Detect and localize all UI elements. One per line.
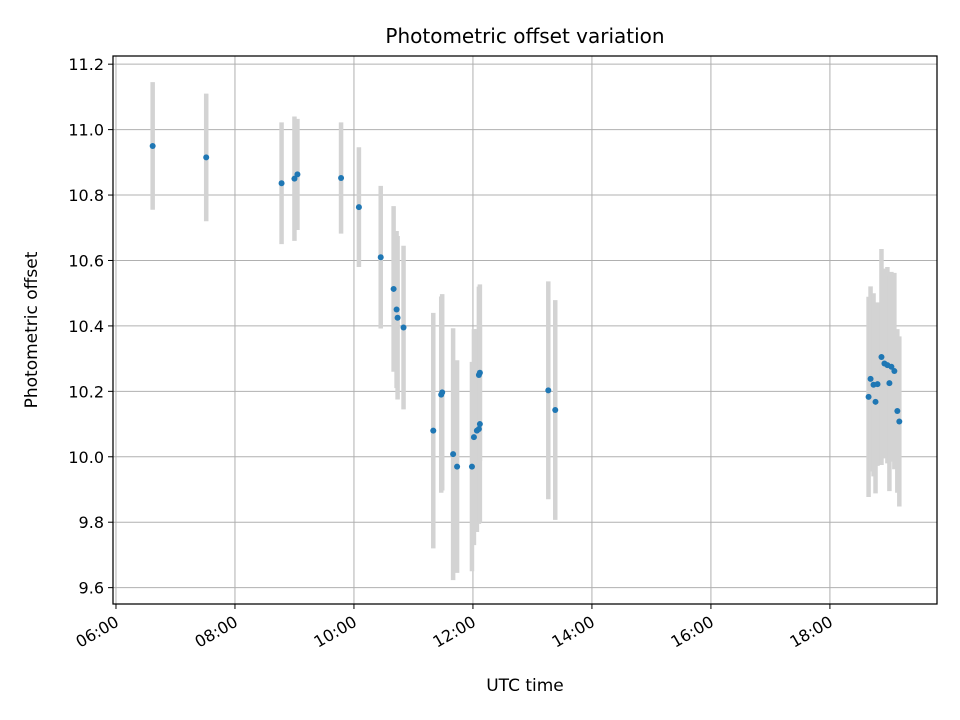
data-point xyxy=(377,254,384,261)
data-point xyxy=(454,463,461,470)
data-point xyxy=(278,180,285,187)
data-point xyxy=(439,389,446,396)
data-point xyxy=(878,353,885,360)
data-point xyxy=(470,434,477,441)
data-point xyxy=(872,398,879,405)
data-point xyxy=(430,427,437,434)
y-tick-label: 9.6 xyxy=(79,579,104,598)
y-tick-label: 10.6 xyxy=(68,251,104,270)
data-point xyxy=(393,306,400,313)
data-point xyxy=(896,418,903,425)
data-point xyxy=(400,324,407,331)
data-point xyxy=(338,175,345,182)
data-point xyxy=(390,285,397,292)
y-tick-label: 10.8 xyxy=(68,186,104,205)
data-point xyxy=(886,380,893,387)
data-point xyxy=(468,463,475,470)
y-tick-label: 10.2 xyxy=(68,382,104,401)
data-point xyxy=(294,171,301,178)
chart-title: Photometric offset variation xyxy=(385,24,664,48)
data-point xyxy=(552,406,559,413)
y-tick-label: 11.2 xyxy=(68,55,104,74)
data-point xyxy=(394,314,401,321)
data-point xyxy=(149,142,156,149)
data-point xyxy=(867,375,874,382)
data-point xyxy=(291,175,298,182)
grid xyxy=(113,56,937,604)
plot-frame xyxy=(112,55,938,605)
y-axis-title: Photometric offset xyxy=(22,251,42,408)
x-axis-title: UTC time xyxy=(486,676,564,696)
data-point xyxy=(891,368,898,375)
data-point xyxy=(476,421,483,428)
data-point xyxy=(476,369,483,376)
data-point xyxy=(545,387,552,394)
data-point xyxy=(203,154,210,161)
data-point xyxy=(475,425,482,432)
data-points xyxy=(149,142,903,470)
data-point xyxy=(888,363,895,370)
y-tick-label: 9.8 xyxy=(79,513,104,532)
data-point xyxy=(894,407,901,414)
data-point xyxy=(874,381,881,388)
data-point xyxy=(450,451,457,458)
y-tick-label: 10.4 xyxy=(68,317,104,336)
data-point xyxy=(865,393,872,400)
y-axis: 9.6 9.8 10.0 10.2 10.4 10.6 10.8 11.0 11.2 xyxy=(68,55,113,598)
y-tick-label: 10.0 xyxy=(68,448,104,467)
y-tick-label: 11.0 xyxy=(68,121,104,140)
data-point xyxy=(355,204,362,211)
